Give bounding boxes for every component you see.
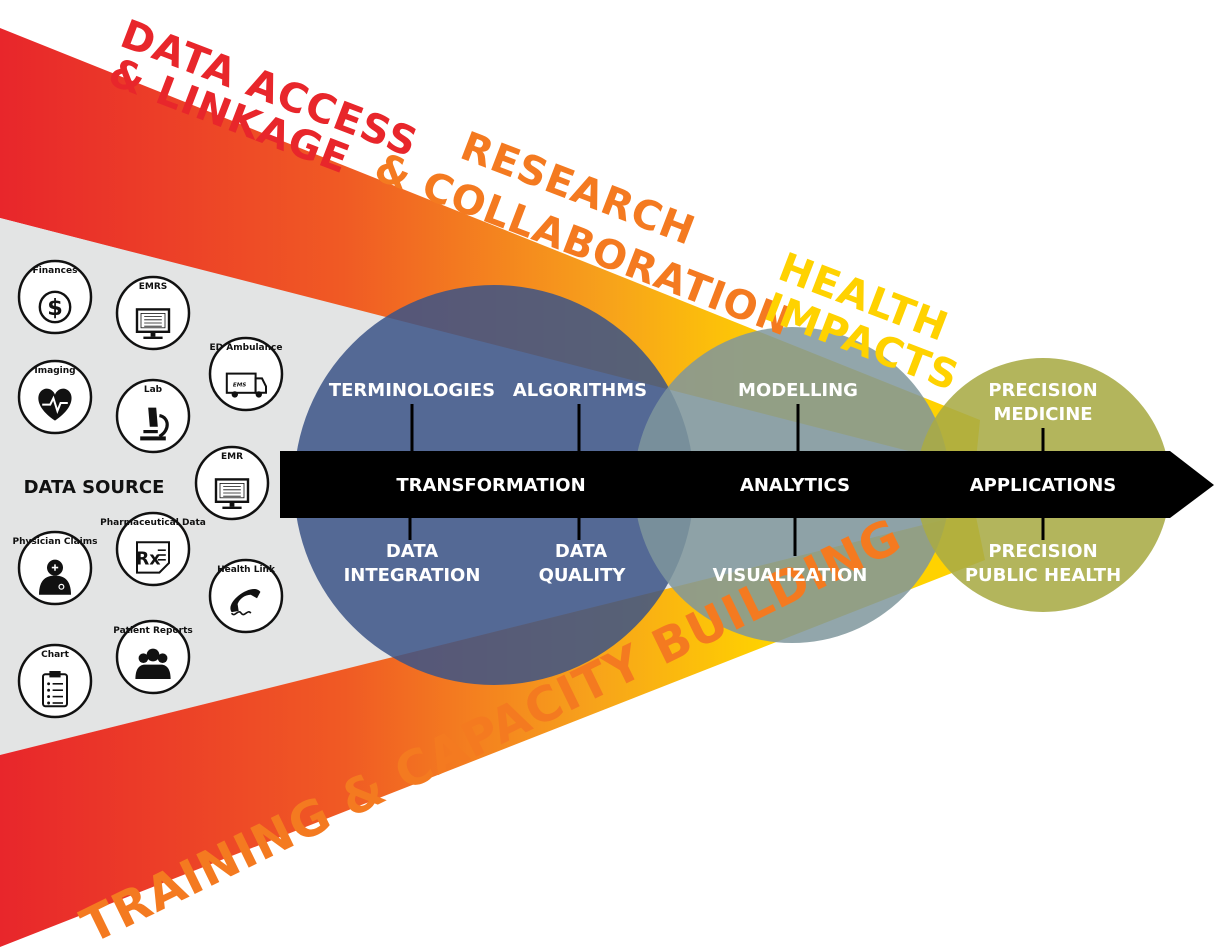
source-label: ED Ambulance	[210, 343, 283, 353]
node-precision-public-health-line2: PUBLIC HEALTH	[965, 565, 1121, 586]
node-precision-medicine-line1: PRECISION	[988, 380, 1097, 401]
source-label: EMR	[221, 452, 243, 462]
svg-text:EMS: EMS	[233, 382, 246, 388]
node-data-quality-line1: DATA	[555, 541, 607, 562]
people-icon	[135, 648, 171, 679]
node-modelling: MODELLING	[738, 380, 858, 401]
phone-icon	[230, 589, 261, 616]
data-source-patient-reports: Patient Reports	[113, 619, 193, 695]
source-label: Lab	[144, 385, 163, 395]
node-data-integration-line2: INTEGRATION	[344, 565, 481, 586]
data-source-emr: EMR	[194, 445, 270, 521]
source-label: Physician Claims	[13, 537, 98, 547]
source-label: Finances	[33, 266, 78, 276]
node-data-quality-line2: QUALITY	[539, 565, 627, 586]
monitor-icon	[214, 478, 250, 509]
data-source-health-link: Health Link	[208, 558, 284, 634]
source-label: Imaging	[34, 366, 75, 376]
stage-analytics-label: ANALYTICS	[740, 475, 850, 496]
data-source-physician-claims: Physician Claims	[13, 530, 98, 606]
source-label: EMRS	[139, 282, 168, 292]
connector-lines	[408, 404, 1045, 556]
data-source-label: DATA SOURCE	[24, 477, 165, 498]
svg-text:Rx: Rx	[136, 550, 162, 570]
node-data-integration-line1: DATA	[386, 541, 438, 562]
dollar-icon: $	[38, 290, 72, 324]
source-label: Patient Reports	[113, 626, 193, 636]
rx-icon: Rx	[136, 541, 171, 574]
node-algorithms: ALGORITHMS	[513, 380, 647, 401]
data-source-finances: Finances $	[17, 259, 93, 335]
clipboard-icon	[41, 671, 69, 708]
node-terminologies: TERMINOLOGIES	[329, 380, 495, 401]
microscope-icon	[140, 407, 169, 441]
heart-icon	[38, 388, 72, 421]
monitor-icon	[135, 308, 171, 339]
source-label: Health Link	[217, 565, 276, 575]
physician-icon	[39, 559, 71, 595]
data-source-lab: Lab	[115, 378, 191, 454]
node-precision-public-health-line1: PRECISION	[988, 541, 1097, 562]
data-source-icons: Finances $ EMRS ED Ambulance EMS Imaging Lab EM…	[13, 259, 284, 719]
source-badge-ring	[17, 259, 93, 335]
data-source-imaging: Imaging	[17, 359, 93, 435]
data-source-ed-ambulance: ED Ambulance EMS	[208, 336, 284, 412]
data-source-pharmaceutical-data: Pharmaceutical Data Rx	[100, 511, 206, 587]
svg-text:$: $	[47, 295, 63, 321]
data-source-chart: Chart	[17, 643, 93, 719]
ambulance-icon: EMS	[225, 372, 268, 398]
pipeline-arrow	[280, 451, 1214, 518]
node-visualization: VISUALIZATION	[713, 565, 868, 586]
stage-applications-label: APPLICATIONS	[970, 475, 1117, 496]
source-badge-ring	[208, 558, 284, 634]
source-label: Pharmaceutical Data	[100, 518, 206, 528]
node-precision-medicine-line2: MEDICINE	[993, 404, 1092, 425]
data-source-emrs: EMRS	[115, 275, 191, 351]
source-label: Chart	[41, 650, 70, 660]
stage-transformation-label: TRANSFORMATION	[396, 475, 585, 496]
